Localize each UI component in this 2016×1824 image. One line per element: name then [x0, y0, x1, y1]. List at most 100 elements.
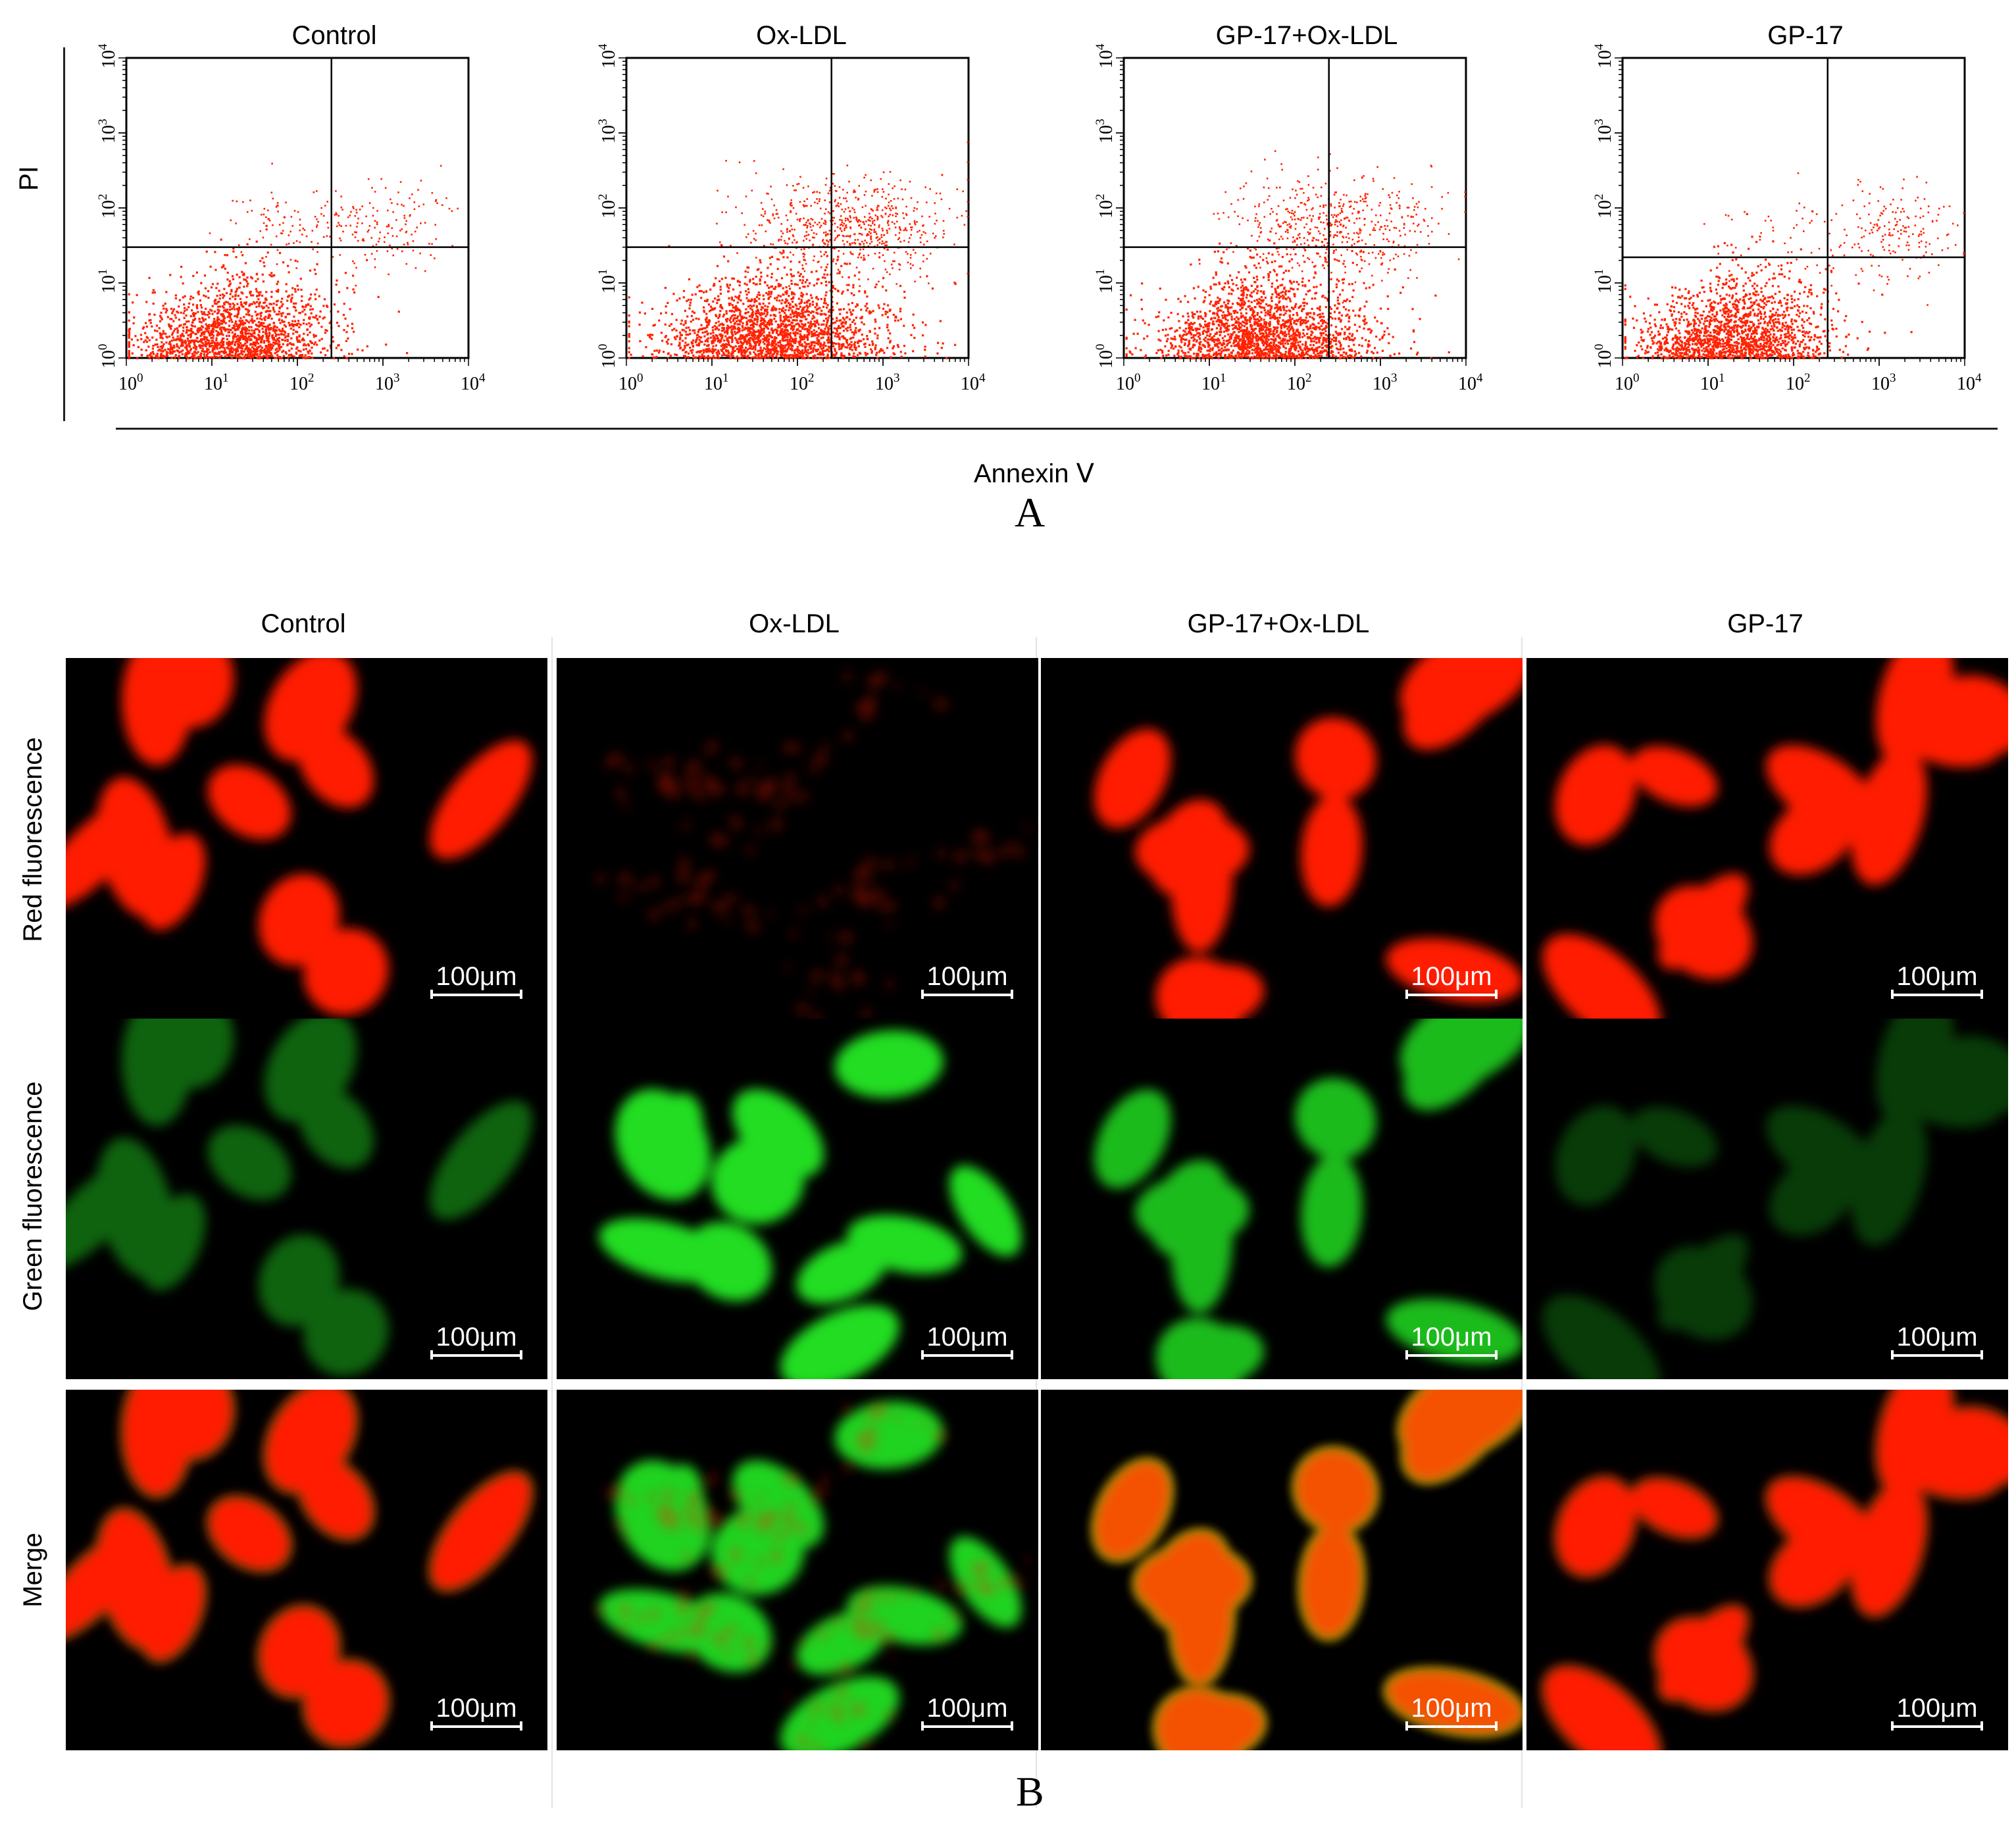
- data-point: [913, 326, 916, 329]
- data-point: [660, 332, 663, 334]
- data-point: [767, 327, 770, 330]
- data-point: [695, 351, 698, 353]
- data-point: [838, 338, 841, 341]
- data-point: [828, 347, 831, 349]
- data-point: [1180, 339, 1182, 342]
- data-point: [807, 314, 810, 317]
- data-point: [238, 326, 241, 329]
- data-point: [397, 191, 399, 193]
- data-point: [183, 317, 186, 319]
- data-point: [817, 298, 819, 301]
- data-point: [855, 305, 857, 308]
- data-point: [213, 324, 216, 327]
- data-point: [739, 320, 742, 322]
- data-point: [846, 316, 849, 318]
- data-point: [800, 248, 803, 251]
- data-point: [290, 300, 293, 303]
- data-point: [844, 346, 847, 349]
- data-point: [859, 285, 861, 287]
- data-point: [730, 353, 733, 355]
- data-point: [241, 305, 243, 308]
- data-point: [943, 233, 945, 235]
- data-point: [701, 353, 703, 356]
- data-point: [755, 232, 757, 235]
- data-point: [628, 334, 630, 337]
- data-point: [234, 328, 237, 331]
- data-point: [768, 302, 770, 305]
- data-point: [167, 347, 170, 350]
- data-point: [687, 334, 690, 336]
- data-point: [294, 309, 297, 312]
- data-point: [199, 327, 201, 330]
- data-point: [448, 207, 451, 210]
- data-point: [751, 309, 753, 311]
- data-point: [303, 348, 305, 351]
- data-point: [803, 345, 806, 347]
- data-point: [853, 334, 855, 336]
- data-point: [809, 222, 811, 224]
- data-point: [253, 332, 256, 334]
- data-point: [820, 309, 823, 312]
- data-point: [714, 297, 717, 300]
- data-point: [878, 327, 881, 330]
- data-point: [692, 354, 695, 357]
- data-point: [205, 323, 207, 326]
- data-point: [177, 350, 180, 353]
- data-point: [753, 345, 755, 348]
- data-point: [726, 328, 729, 332]
- data-point: [270, 272, 273, 274]
- data-point: [309, 356, 311, 359]
- data-point: [213, 328, 215, 331]
- data-point: [772, 342, 775, 345]
- data-point: [827, 317, 830, 319]
- data-point: [869, 243, 871, 245]
- data-point: [705, 290, 708, 293]
- data-point: [818, 332, 820, 335]
- data-point: [882, 188, 884, 190]
- data-point: [870, 229, 872, 231]
- data-point: [817, 327, 820, 330]
- data-point: [718, 298, 720, 301]
- data-point: [251, 320, 254, 322]
- data-point: [292, 332, 295, 335]
- data-point: [787, 315, 790, 318]
- data-point: [770, 351, 772, 353]
- data-point: [870, 235, 872, 238]
- data-point: [671, 329, 674, 332]
- data-point: [185, 353, 188, 356]
- data-point: [684, 345, 686, 347]
- data-point: [767, 344, 769, 347]
- data-point: [776, 299, 778, 301]
- data-point: [268, 333, 271, 336]
- data-point: [164, 302, 166, 305]
- data-point: [349, 215, 351, 216]
- data-point: [798, 325, 801, 328]
- data-point: [755, 310, 758, 313]
- data-point: [243, 343, 245, 346]
- data-point: [294, 259, 297, 262]
- data-point: [806, 343, 809, 345]
- data-point: [147, 345, 150, 348]
- data-point: [224, 330, 227, 332]
- data-point: [782, 250, 785, 253]
- data-point: [372, 245, 374, 247]
- data-point: [184, 307, 186, 309]
- data-point: [841, 335, 844, 338]
- data-point: [963, 224, 966, 226]
- data-point: [222, 265, 225, 268]
- data-point: [691, 293, 693, 296]
- data-point: [767, 336, 769, 338]
- data-point: [718, 341, 721, 343]
- data-point: [720, 338, 723, 340]
- data-point: [711, 309, 714, 311]
- data-point: [309, 331, 311, 334]
- data-point: [745, 290, 747, 293]
- plot-title-gp17-ox-ldl: GP-17+Ox-LDL: [1215, 21, 1398, 50]
- data-point: [752, 334, 755, 336]
- data-point: [757, 356, 760, 359]
- data-point: [801, 267, 804, 270]
- data-point: [197, 293, 200, 295]
- data-point: [216, 320, 219, 322]
- data-point: [228, 312, 231, 315]
- data-point: [773, 204, 775, 207]
